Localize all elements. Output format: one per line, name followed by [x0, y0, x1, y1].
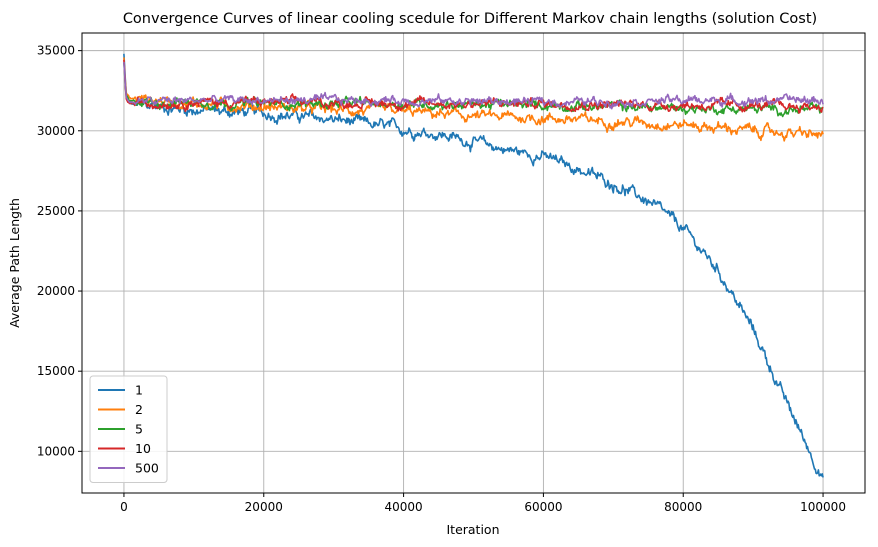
plot-area-frame — [81, 32, 866, 494]
y-tick-label: 15000 — [37, 364, 75, 378]
x-tick-label: 100000 — [800, 500, 846, 514]
series-line-1 — [123, 53, 824, 478]
series-line-10 — [123, 59, 824, 114]
x-tick-label: 80000 — [664, 500, 702, 514]
legend-label-500: 500 — [135, 461, 159, 476]
series-lines — [123, 53, 824, 478]
legend-label-1: 1 — [135, 383, 143, 398]
x-axis: 0 20000 40000 60000 80000 100000 — [120, 493, 846, 514]
series-line-2 — [123, 57, 824, 142]
legend-box — [89, 375, 168, 483]
x-tick-label: 40000 — [384, 500, 422, 514]
series-line-500 — [123, 61, 824, 110]
y-tick-label: 20000 — [37, 284, 75, 298]
legend: 1 2 5 10 500 — [89, 375, 168, 483]
y-tick-label: 35000 — [37, 44, 75, 58]
y-tick-label: 30000 — [37, 124, 75, 138]
y-tick-label: 25000 — [37, 204, 75, 218]
x-tick-label: 20000 — [245, 500, 283, 514]
x-tick-label: 0 — [120, 500, 128, 514]
legend-label-10: 10 — [135, 441, 151, 456]
y-axis-label: Average Path Length — [7, 198, 22, 328]
y-tick-label: 10000 — [37, 444, 75, 458]
x-tick-label: 60000 — [524, 500, 562, 514]
chart-title: Convergence Curves of linear cooling sce… — [123, 11, 817, 27]
y-axis: 10000 15000 20000 25000 30000 35000 — [37, 44, 82, 458]
legend-label-2: 2 — [135, 402, 143, 417]
x-axis-label: Iteration — [446, 522, 499, 537]
legend-label-5: 5 — [135, 422, 143, 437]
